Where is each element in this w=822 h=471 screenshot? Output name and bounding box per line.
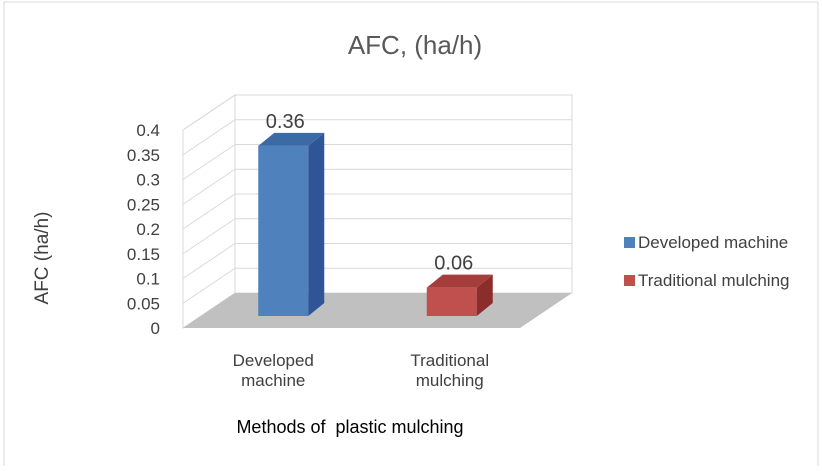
gridline-side xyxy=(182,168,236,205)
legend-label: Traditional mulching xyxy=(638,271,790,290)
bar-side xyxy=(476,274,493,316)
legend-label: Developed machine xyxy=(638,233,788,252)
gridline-side xyxy=(182,218,236,255)
y-tick-label: 0 xyxy=(151,319,160,338)
chart-floor xyxy=(183,293,572,328)
legend: Developed machine Traditional mulching xyxy=(624,233,790,290)
x-tick-label: Developed xyxy=(233,351,314,370)
y-tick-label: 0.2 xyxy=(136,220,160,239)
chart-title: AFC, (ha/h) xyxy=(348,30,482,60)
bar-top xyxy=(258,132,325,146)
gridline-side xyxy=(182,94,236,131)
y-tick-label: 0.1 xyxy=(136,270,160,289)
y-tick-label: 0.35 xyxy=(127,146,160,165)
gridline-side xyxy=(182,119,236,156)
y-tick-label: 0.05 xyxy=(127,294,160,313)
legend-swatch xyxy=(624,275,635,286)
data-label: 0.36 xyxy=(266,111,305,133)
x-tick-label: machine xyxy=(241,371,305,390)
floor-plane xyxy=(183,293,572,328)
data-labels: 0.36 0.06 xyxy=(266,111,473,275)
x-tick-label: mulching xyxy=(416,371,484,390)
gridline-side xyxy=(182,144,236,180)
gridline-side xyxy=(182,193,236,230)
y-axis-ticks: 0 0.05 0.1 0.15 0.2 0.25 0.3 0.35 0.4 xyxy=(127,121,160,338)
bar-series xyxy=(258,132,493,316)
bar-front xyxy=(258,145,309,316)
bar-side xyxy=(308,132,325,316)
chart-border xyxy=(3,1,819,471)
x-tick-label: Traditional xyxy=(410,351,489,370)
bar-top xyxy=(426,274,493,288)
y-axis-label: AFC (ha/h) xyxy=(32,212,53,305)
y-tick-label: 0.4 xyxy=(136,121,160,140)
gridline-side xyxy=(182,243,236,279)
gridline-side xyxy=(182,267,236,304)
data-label: 0.06 xyxy=(434,253,473,275)
x-axis-label: Methods of plastic mulching xyxy=(236,417,463,437)
y-tick-label: 0.25 xyxy=(127,195,160,214)
y-tick-label: 0.3 xyxy=(136,171,160,190)
y-tick-label: 0.15 xyxy=(127,245,160,264)
bar-front xyxy=(426,287,477,316)
legend-swatch xyxy=(624,237,635,248)
